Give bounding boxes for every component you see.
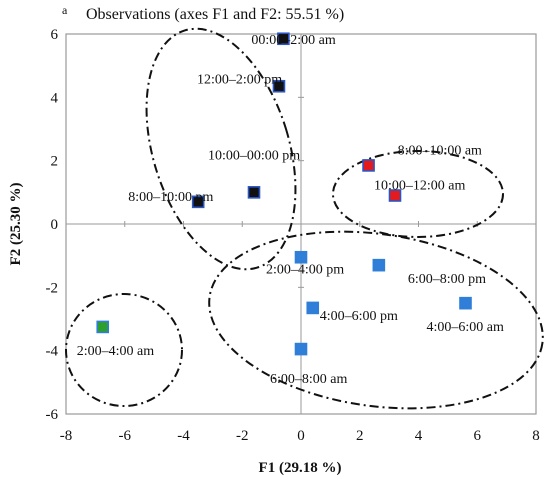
data-point	[294, 250, 308, 264]
cluster-ellipses	[65, 27, 544, 410]
data-point	[191, 195, 205, 209]
point-label: 6:00–8:00 am	[270, 372, 347, 387]
cluster-ellipse-morning	[332, 150, 504, 238]
x-tick-label: -8	[60, 428, 73, 444]
y-tick-label: 4	[51, 90, 59, 106]
data-point	[272, 79, 286, 93]
data-point	[247, 186, 261, 199]
y-tick-label: 2	[51, 154, 59, 170]
x-tick-label: -6	[119, 428, 132, 444]
point-label: 4:00–6:00 am	[427, 320, 504, 335]
point-label: 10:00–00:00 pm	[208, 148, 300, 163]
x-tick-label: 4	[415, 428, 423, 444]
point-labels: 00:00–2:00 am 12:00–2:00 pm 10:00–00:00 pm…	[77, 33, 504, 387]
data-points	[96, 32, 472, 356]
point-label: 8:00–10:00 am	[398, 143, 482, 158]
point-label: 2:00–4:00 pm	[266, 262, 344, 277]
point-label: 4:00–6:00 pm	[320, 309, 398, 324]
data-point	[372, 258, 386, 272]
point-label: 00:00–2:00 am	[251, 33, 335, 48]
chart-title: Observations (axes F1 and F2: 55.51 %)	[86, 6, 344, 23]
cluster-ellipse-night-evening	[145, 27, 297, 271]
point-label: 12:00–2:00 pm	[197, 72, 282, 87]
y-tick-label: 0	[51, 217, 59, 233]
y-tick-label: 6	[51, 27, 59, 43]
cluster-ellipse-early-morning	[65, 293, 183, 407]
x-tick-label: 2	[356, 428, 364, 444]
data-point	[362, 159, 375, 172]
data-point	[388, 189, 402, 202]
x-tick-label: 6	[474, 428, 482, 444]
x-tick-label: -4	[177, 428, 190, 444]
y-tick-label: -4	[46, 344, 59, 360]
data-point	[306, 301, 320, 315]
y-axis-title: F2 (25.30 %)	[8, 183, 24, 266]
point-label: 2:00–4:00 am	[77, 344, 154, 359]
point-label: 10:00–12:00 am	[374, 179, 465, 194]
data-point	[96, 320, 110, 334]
point-label: 8:00–10:00 pm	[128, 190, 213, 205]
x-tick-label: 8	[532, 428, 540, 444]
data-point	[459, 296, 472, 310]
x-tick-label: 0	[297, 428, 305, 444]
x-tick-label: -2	[236, 428, 249, 444]
data-point	[277, 32, 290, 46]
y-tick-label: -6	[46, 407, 59, 423]
y-tick-label: -2	[46, 280, 59, 296]
data-point	[294, 342, 308, 356]
x-axis-title: F1 (29.18 %)	[259, 460, 342, 476]
panel-letter: a	[62, 3, 68, 17]
point-label: 6:00–8:00 pm	[408, 272, 486, 287]
cluster-ellipse-daytime	[208, 230, 544, 410]
